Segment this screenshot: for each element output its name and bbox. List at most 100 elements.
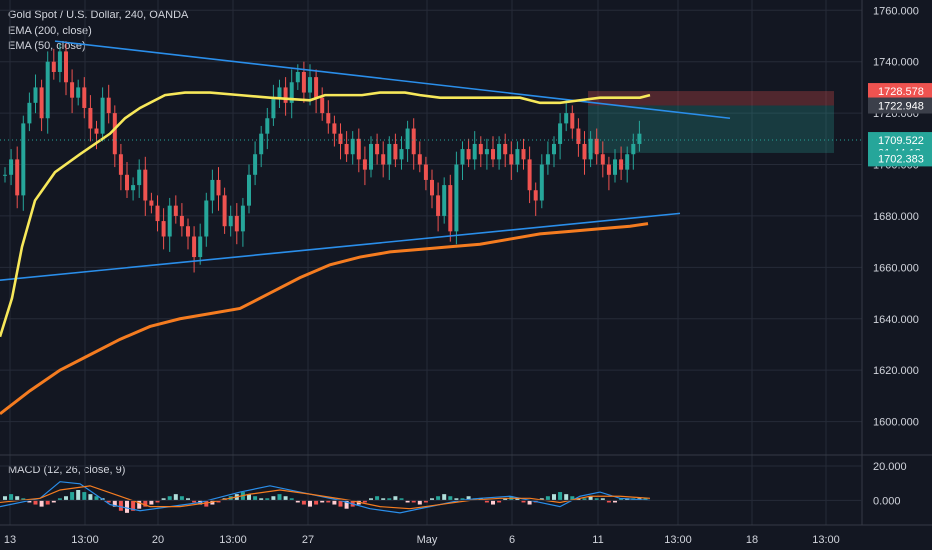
candle-body (113, 113, 117, 154)
candle-body (583, 144, 587, 159)
macd-bar (34, 500, 38, 504)
candle-body (259, 134, 263, 155)
candle-body (461, 149, 465, 164)
candle-body (247, 175, 251, 206)
x-tick-label: 18 (746, 534, 758, 546)
candle-body (430, 180, 434, 195)
macd-bar (180, 496, 184, 500)
candle-body (137, 170, 141, 185)
candle-body (576, 129, 580, 144)
candle-body (381, 154, 385, 164)
candle-body (70, 82, 74, 97)
candle-body (174, 206, 178, 216)
candle-body (332, 123, 336, 133)
macd-bar (278, 494, 282, 500)
candle-body (198, 236, 202, 257)
x-tick-label: 6 (509, 534, 515, 546)
candle-body (125, 175, 129, 190)
candle-body (58, 51, 62, 72)
candle-body (454, 165, 458, 232)
macd-bar (418, 500, 422, 504)
candle-body (192, 236, 196, 257)
macd-bar (546, 496, 550, 500)
x-tick-label: 13 (4, 534, 16, 546)
y-tick-label: 1640.000 (873, 314, 919, 326)
candle-body (64, 51, 68, 82)
macd-bar (564, 494, 568, 500)
y-tick-label: 1660.000 (873, 262, 919, 274)
candle-body (101, 98, 105, 134)
x-tick-label: 27 (302, 534, 314, 546)
candles (3, 41, 641, 272)
macd-bar (436, 496, 440, 500)
candle-body (570, 113, 574, 128)
candle-body (15, 159, 19, 195)
macd-bar (168, 496, 172, 500)
macd-bar (46, 500, 50, 504)
candle-body (393, 144, 397, 159)
candle-body (375, 144, 379, 154)
candle-body (528, 159, 532, 190)
candle-body (546, 154, 550, 164)
macd-bar (40, 500, 44, 506)
candle-body (52, 62, 56, 72)
macd-y-tick-label: 20.000 (873, 461, 907, 473)
grid-lines (0, 0, 862, 525)
candle-body (88, 108, 92, 129)
macd-bar (149, 500, 153, 504)
macd-bar (314, 500, 318, 504)
price-label-text: 1728.578 (878, 86, 924, 98)
candle-body (412, 129, 416, 155)
candle-body (9, 159, 13, 174)
candle-body (595, 139, 599, 154)
candle-body (82, 87, 86, 108)
candle-body (217, 180, 221, 195)
macd-bar (558, 492, 562, 500)
candle-body (607, 165, 611, 175)
macd-bar (137, 500, 141, 508)
candle-body (143, 170, 147, 201)
candle-body (76, 87, 80, 97)
macd-bar (70, 492, 74, 500)
candle-body (351, 139, 355, 154)
candle-body (540, 165, 544, 201)
candle-body (601, 154, 605, 164)
macd-bar (442, 494, 446, 500)
y-tick-label: 1740.000 (873, 57, 919, 69)
candle-body (308, 77, 312, 92)
candle-body (302, 72, 306, 93)
y-tick-label: 1680.000 (873, 211, 919, 223)
y-axis: 1760.0001740.0001720.0001700.0001680.000… (873, 5, 919, 428)
candle-body (436, 195, 440, 216)
candle-body (613, 159, 617, 174)
candle-body (363, 159, 367, 169)
candle-body (473, 144, 477, 159)
candle-body (314, 77, 318, 98)
macd-bar (271, 496, 275, 500)
macd-bar (332, 500, 336, 504)
candle-body (369, 144, 373, 170)
macd-bar (308, 500, 312, 506)
candle-body (503, 144, 507, 154)
candle-body (357, 139, 361, 160)
candle-body (406, 129, 410, 150)
candle-body (162, 221, 166, 236)
x-tick-label: 13:00 (71, 534, 99, 546)
candle-body (46, 62, 50, 119)
candle-body (241, 206, 245, 232)
candle-body (149, 201, 153, 206)
candle-body (278, 87, 282, 97)
candle-body (168, 206, 172, 237)
candle-body (387, 144, 391, 165)
price-label-text: 1702.383 (878, 153, 924, 165)
candle-body (589, 139, 593, 160)
macd-bar (88, 494, 92, 500)
y-tick-label: 1620.000 (873, 365, 919, 377)
candle-body (479, 144, 483, 154)
candle-body (509, 154, 513, 164)
macd-bar (9, 494, 13, 500)
candle-body (625, 154, 629, 169)
macd-y-tick-label: 0.000 (873, 495, 901, 507)
y-tick-label: 1760.000 (873, 5, 919, 17)
